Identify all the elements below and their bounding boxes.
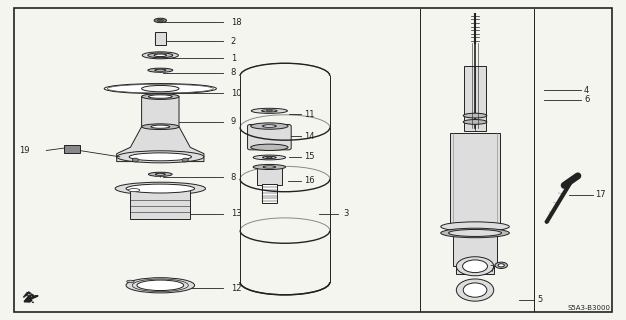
- Text: 19: 19: [19, 146, 29, 155]
- Text: 10: 10: [231, 89, 241, 98]
- Ellipse shape: [148, 68, 173, 72]
- Ellipse shape: [463, 120, 487, 124]
- Ellipse shape: [142, 52, 178, 59]
- Ellipse shape: [154, 54, 167, 57]
- Ellipse shape: [253, 164, 285, 170]
- Text: 8: 8: [231, 173, 236, 182]
- Ellipse shape: [250, 144, 288, 150]
- Ellipse shape: [449, 229, 501, 236]
- Text: 15: 15: [304, 152, 314, 161]
- Bar: [464, 67, 486, 132]
- Text: 11: 11: [304, 109, 314, 118]
- Ellipse shape: [155, 173, 165, 175]
- Text: 18: 18: [231, 18, 242, 27]
- Text: 8: 8: [231, 68, 236, 77]
- Ellipse shape: [182, 158, 188, 162]
- Ellipse shape: [441, 222, 510, 231]
- Ellipse shape: [104, 84, 217, 94]
- Text: 17: 17: [595, 190, 605, 199]
- Text: FR.: FR.: [22, 290, 38, 305]
- Ellipse shape: [463, 260, 488, 273]
- Ellipse shape: [148, 53, 173, 58]
- Ellipse shape: [463, 113, 487, 118]
- Ellipse shape: [141, 85, 179, 92]
- Ellipse shape: [463, 283, 487, 297]
- Bar: [155, 32, 166, 44]
- Text: 1: 1: [231, 54, 236, 63]
- Ellipse shape: [498, 264, 505, 267]
- Bar: [453, 234, 497, 266]
- Ellipse shape: [126, 280, 134, 283]
- Bar: [130, 187, 190, 219]
- FancyBboxPatch shape: [247, 124, 291, 150]
- Ellipse shape: [266, 110, 272, 111]
- Ellipse shape: [141, 94, 179, 100]
- Ellipse shape: [263, 166, 275, 168]
- Ellipse shape: [251, 108, 287, 113]
- Text: S5A3-B3000: S5A3-B3000: [568, 305, 611, 311]
- Ellipse shape: [456, 257, 494, 276]
- Ellipse shape: [155, 69, 166, 71]
- Ellipse shape: [116, 151, 204, 163]
- Ellipse shape: [250, 123, 288, 129]
- Ellipse shape: [137, 280, 183, 291]
- Ellipse shape: [157, 19, 163, 21]
- Ellipse shape: [441, 228, 510, 238]
- Ellipse shape: [148, 172, 172, 176]
- Text: FR.: FR.: [21, 291, 37, 306]
- Ellipse shape: [495, 262, 508, 268]
- Ellipse shape: [129, 153, 192, 161]
- Ellipse shape: [128, 188, 140, 192]
- Text: 4: 4: [584, 86, 589, 95]
- Text: 2: 2: [231, 36, 236, 45]
- Ellipse shape: [154, 18, 167, 23]
- Text: 13: 13: [231, 209, 242, 219]
- Text: 3: 3: [343, 209, 348, 219]
- Ellipse shape: [456, 279, 494, 301]
- Ellipse shape: [126, 184, 195, 193]
- Text: 5: 5: [537, 295, 543, 304]
- Ellipse shape: [262, 110, 277, 112]
- Ellipse shape: [126, 278, 195, 293]
- Bar: [257, 166, 282, 185]
- Ellipse shape: [262, 125, 276, 127]
- Ellipse shape: [267, 157, 272, 158]
- FancyBboxPatch shape: [64, 145, 80, 153]
- Ellipse shape: [115, 182, 205, 195]
- Text: 9: 9: [231, 117, 236, 126]
- Ellipse shape: [148, 95, 172, 98]
- Text: 7: 7: [490, 265, 495, 274]
- Bar: [450, 133, 500, 235]
- Text: 12: 12: [231, 284, 241, 293]
- Ellipse shape: [253, 155, 285, 160]
- Text: 14: 14: [304, 132, 314, 141]
- Ellipse shape: [132, 158, 138, 162]
- Ellipse shape: [151, 125, 170, 128]
- Polygon shape: [116, 97, 204, 162]
- Ellipse shape: [141, 124, 179, 130]
- Text: 16: 16: [304, 176, 314, 185]
- Bar: [262, 184, 277, 203]
- Text: 6: 6: [584, 95, 590, 104]
- Bar: [456, 258, 494, 274]
- Ellipse shape: [262, 156, 276, 159]
